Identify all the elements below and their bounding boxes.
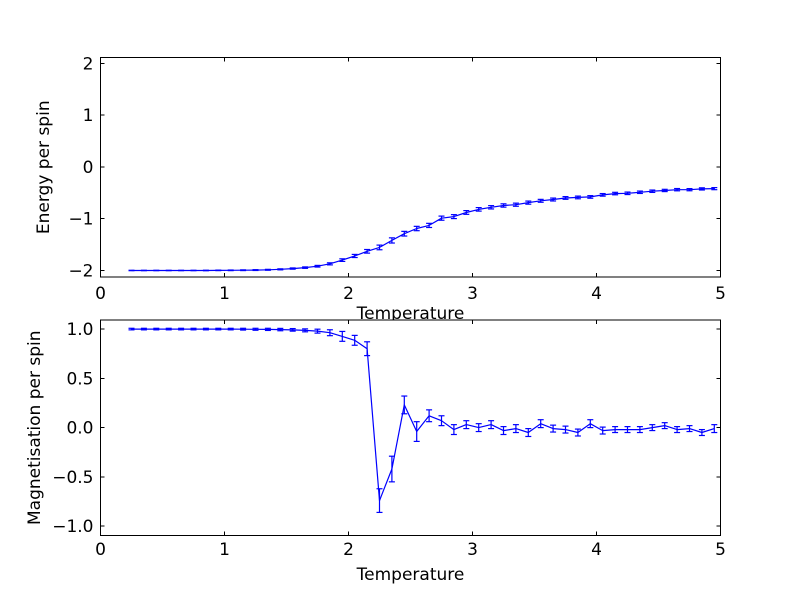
y-tick-label-energy: 1 [83,106,94,126]
axes-background-magnetisation [100,320,721,536]
y-tick-label-energy: 2 [83,54,94,74]
x-tick-label-energy: 1 [219,284,230,304]
x-tick-label-magnetisation: 4 [591,540,602,560]
x-tick-label-energy: 5 [715,284,726,304]
x-tick-label-magnetisation: 0 [95,540,106,560]
x-tick-label-energy: 2 [343,284,354,304]
x-tick-label-magnetisation: 3 [467,540,478,560]
y-tick-label-magnetisation: 0.5 [66,369,93,389]
ylabel-energy: Energy per spin [34,100,54,234]
y-tick-label-magnetisation: 1.0 [66,320,93,340]
xlabel-energy: Temperature [356,304,465,324]
x-tick-label-magnetisation: 5 [715,540,726,560]
x-tick-label-magnetisation: 2 [343,540,354,560]
y-tick-label-magnetisation: 0.0 [66,419,93,439]
y-tick-label-energy: −2 [68,261,93,281]
subplot-energy: 0 1 2 3 4 5 2 1 0 −1 −2 [68,54,725,304]
ticks-magnetisation [100,320,721,536]
y-tick-label-energy: −1 [68,210,93,230]
energy-line [131,188,715,272]
y-tick-label-magnetisation: −0.5 [52,468,93,488]
subplot-magnetisation: 0 1 2 3 4 5 1.0 0.5 0.0 −0.5 −1.0 [52,319,726,560]
y-tick-label-magnetisation: −1.0 [52,517,93,537]
axes-background-energy [100,57,721,277]
xlabel-magnetisation: Temperature [356,565,465,585]
y-tick-label-energy: 0 [83,158,94,178]
ticks-energy [100,57,721,277]
magnetisation-line [131,328,715,502]
x-tick-label-magnetisation: 1 [219,540,230,560]
x-tick-label-energy: 3 [467,284,478,304]
x-tick-label-energy: 0 [95,284,106,304]
ylabel-magnetisation: Magnetisation per spin [25,330,45,525]
x-tick-label-energy: 4 [591,284,602,304]
